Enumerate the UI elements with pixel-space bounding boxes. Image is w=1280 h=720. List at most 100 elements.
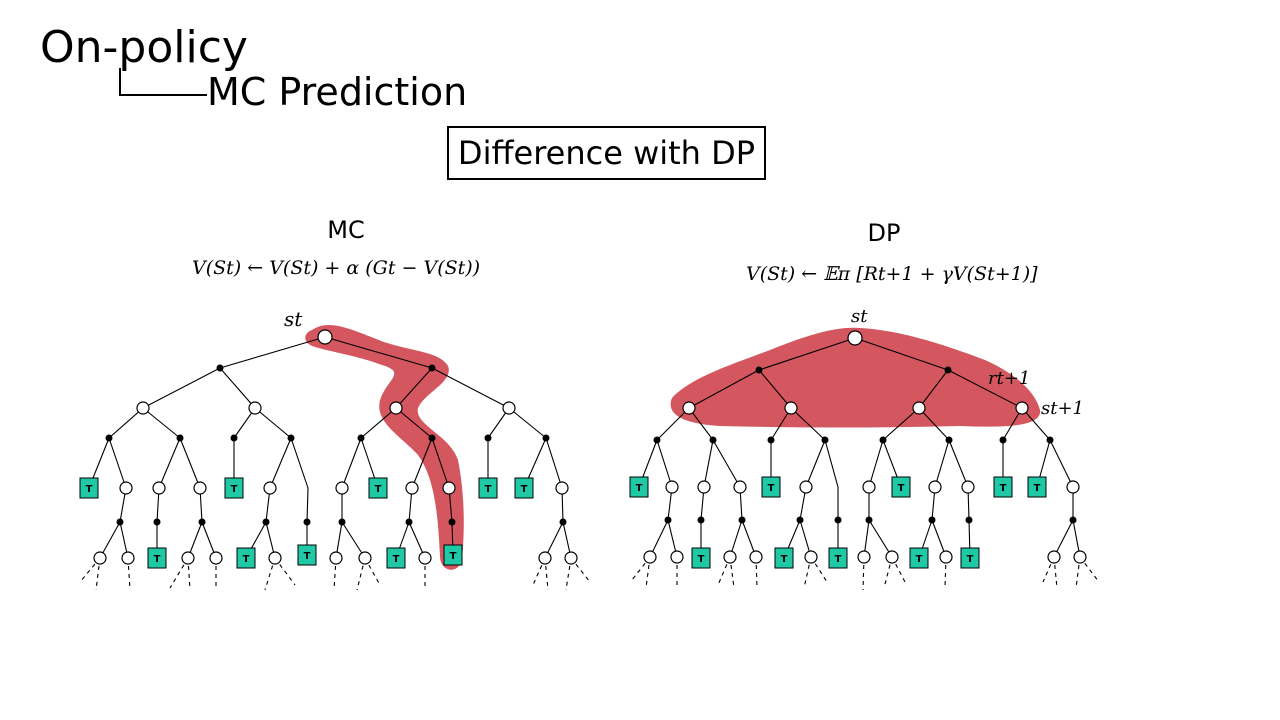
action-node [303, 518, 311, 526]
tree-edge [341, 437, 362, 489]
tree-edge [254, 407, 292, 439]
action-node [1046, 436, 1054, 444]
continuation-edge [755, 556, 758, 589]
action-node [357, 434, 365, 442]
state-node [248, 401, 262, 415]
action-node [767, 436, 775, 444]
action-node [664, 516, 672, 524]
state-node [263, 481, 277, 495]
action-node [176, 434, 184, 442]
continuation-edge [364, 557, 381, 586]
action-node [287, 434, 295, 442]
continuation-edge [264, 557, 276, 591]
state-node [733, 480, 747, 494]
continuation-edge [169, 557, 189, 589]
continuation-edge [803, 556, 812, 589]
state-node [329, 551, 343, 565]
terminal-label: T [835, 554, 842, 565]
terminal-node: T [236, 547, 256, 569]
continuation-edge [187, 557, 191, 591]
tree-edge [1021, 407, 1051, 441]
terminal-label: T [375, 484, 382, 495]
dp-next-state-label: st+1 [1041, 398, 1084, 419]
state-node [389, 401, 403, 415]
tree-edge [306, 487, 309, 523]
action-node [879, 436, 887, 444]
tree-edge [544, 521, 564, 559]
tree-edge [431, 367, 510, 409]
action-node [796, 516, 804, 524]
state-node [643, 550, 657, 564]
continuation-edge [1079, 556, 1100, 583]
terminal-node: T [443, 544, 463, 566]
state-node [912, 401, 926, 415]
action-node [542, 434, 550, 442]
continuation-edge [1075, 556, 1081, 589]
terminal-node: T [79, 477, 99, 499]
continuation-edge [127, 557, 131, 591]
terminal-node: T [478, 477, 498, 499]
mc-state-label: st [284, 307, 303, 331]
tree-edge [805, 439, 826, 488]
action-node [834, 516, 842, 524]
continuation-edge [79, 557, 101, 583]
state-node [405, 481, 419, 495]
tree-edge [411, 437, 433, 489]
tree-labels: st st rt+1 st+1 [284, 306, 1084, 419]
terminal-label: T [450, 551, 457, 562]
state-node [857, 550, 871, 564]
tree-edge [179, 437, 201, 489]
terminal-label: T [636, 483, 643, 494]
continuation-edge [333, 557, 337, 591]
terminal-node: T [891, 476, 911, 498]
action-node [559, 518, 567, 526]
continuation-edge [356, 557, 366, 591]
tree-edge [918, 369, 949, 409]
tree-edge [758, 369, 792, 409]
state-node [152, 481, 166, 495]
tree-edge [649, 519, 669, 558]
state-node [847, 330, 863, 346]
action-node [116, 518, 124, 526]
tree-edge [158, 437, 181, 489]
continuation-edge [729, 556, 735, 589]
terminal-label: T [1034, 483, 1041, 494]
tree-edge [948, 439, 969, 488]
terminal-label: T [485, 484, 492, 495]
state-node [555, 481, 569, 495]
tree-edge [947, 369, 1023, 409]
action-node [484, 434, 492, 442]
state-node [928, 480, 942, 494]
terminal-label: T [698, 554, 705, 565]
terminal-node: T [224, 477, 244, 499]
dp-formula: V(St) ← 𝔼π [Rt+1 + γV(St+1)] [746, 263, 1038, 285]
action-node [755, 366, 763, 374]
terminal-label: T [304, 551, 311, 562]
continuation-edge [944, 556, 947, 589]
terminal-label: T [521, 484, 528, 495]
tree-edge [395, 407, 433, 439]
state-node [317, 329, 333, 345]
tree-edge [219, 336, 326, 369]
tree-edge [703, 439, 714, 488]
terminal-label: T [393, 554, 400, 565]
action-node [821, 436, 829, 444]
action-node [428, 364, 436, 372]
state-node [961, 480, 975, 494]
tree-edge [219, 367, 256, 409]
action-node [697, 516, 705, 524]
terminal-label: T [768, 483, 775, 494]
state-node [335, 481, 349, 495]
state-node [665, 480, 679, 494]
terminal-node: T [147, 547, 167, 569]
tree-edge [290, 437, 309, 489]
tree-edge [918, 407, 950, 441]
state-node [121, 551, 135, 565]
tree-edge [854, 337, 949, 371]
continuation-edge [810, 556, 828, 583]
state-node [1015, 401, 1029, 415]
action-node [338, 518, 346, 526]
tree-edge [882, 407, 920, 441]
action-node [653, 436, 661, 444]
continuation-edge [95, 557, 101, 591]
